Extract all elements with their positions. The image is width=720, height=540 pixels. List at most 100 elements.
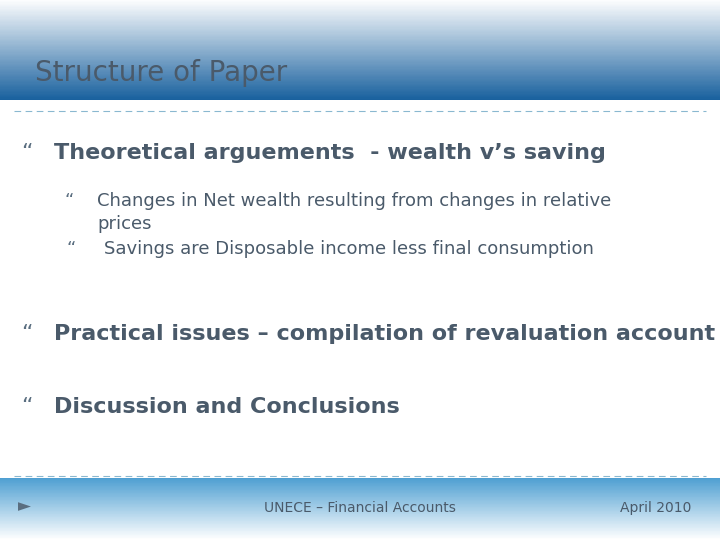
Bar xyxy=(0,523,720,524)
Bar xyxy=(0,28,720,29)
Bar xyxy=(0,11,720,12)
Text: Savings are Disposable income less final consumption: Savings are Disposable income less final… xyxy=(104,240,594,258)
Bar xyxy=(0,9,720,10)
Bar xyxy=(0,530,720,531)
Bar xyxy=(0,0,720,1)
Bar xyxy=(0,23,720,24)
Bar xyxy=(0,539,720,540)
Bar xyxy=(0,71,720,72)
Bar xyxy=(0,491,720,492)
Bar xyxy=(0,79,720,80)
Bar xyxy=(0,534,720,535)
Bar xyxy=(0,487,720,488)
Bar xyxy=(0,483,720,484)
Bar xyxy=(0,482,720,483)
Text: Discussion and Conclusions: Discussion and Conclusions xyxy=(54,397,400,417)
Bar xyxy=(0,520,720,521)
Bar xyxy=(0,84,720,85)
Bar xyxy=(0,505,720,506)
Bar xyxy=(0,17,720,19)
Bar xyxy=(0,506,720,507)
Bar xyxy=(0,61,720,63)
Text: Theoretical arguements  - wealth v’s saving: Theoretical arguements - wealth v’s savi… xyxy=(54,143,606,163)
Bar xyxy=(0,86,720,87)
Bar xyxy=(0,533,720,534)
Bar xyxy=(0,24,720,25)
Text: Practical issues – compilation of revaluation account: Practical issues – compilation of revalu… xyxy=(54,324,715,344)
Bar xyxy=(0,20,720,21)
Bar xyxy=(0,72,720,73)
Bar xyxy=(0,481,720,482)
Bar xyxy=(0,25,720,26)
Bar xyxy=(0,45,720,46)
Bar xyxy=(0,516,720,517)
Bar xyxy=(0,529,720,530)
Bar xyxy=(0,3,720,4)
Bar xyxy=(0,531,720,532)
Bar xyxy=(0,5,720,6)
Bar xyxy=(0,499,720,500)
Text: April 2010: April 2010 xyxy=(620,501,691,515)
Bar xyxy=(0,4,720,5)
Bar xyxy=(0,15,720,16)
Bar xyxy=(0,16,720,17)
Bar xyxy=(0,39,720,40)
Bar xyxy=(0,26,720,28)
Bar xyxy=(0,495,720,496)
Bar xyxy=(0,501,720,502)
Bar xyxy=(0,527,720,528)
Bar xyxy=(0,478,720,480)
Bar xyxy=(0,502,720,503)
Bar xyxy=(0,35,720,36)
Bar xyxy=(0,95,720,96)
Bar xyxy=(0,509,720,510)
Bar xyxy=(0,517,720,518)
Bar xyxy=(0,12,720,14)
Bar xyxy=(0,92,720,93)
Bar xyxy=(0,69,720,70)
Bar xyxy=(0,83,720,84)
Bar xyxy=(0,49,720,50)
Bar xyxy=(0,526,720,527)
Bar xyxy=(0,494,720,495)
Bar xyxy=(0,518,720,519)
Bar xyxy=(0,19,720,20)
Bar xyxy=(0,70,720,71)
Bar xyxy=(0,36,720,37)
Bar xyxy=(0,57,720,59)
Bar xyxy=(0,77,720,79)
Bar xyxy=(0,519,720,520)
Bar xyxy=(0,508,720,509)
Bar xyxy=(0,525,720,526)
Bar xyxy=(0,528,720,529)
Bar xyxy=(0,51,720,52)
Bar xyxy=(0,96,720,97)
Bar xyxy=(0,507,720,508)
Bar xyxy=(0,514,720,515)
Bar xyxy=(0,6,720,8)
Bar xyxy=(0,50,720,51)
Text: Changes in Net wealth resulting from changes in relative
prices: Changes in Net wealth resulting from cha… xyxy=(97,192,611,233)
Bar xyxy=(0,73,720,75)
Bar xyxy=(0,511,720,512)
Bar xyxy=(0,40,720,41)
Bar xyxy=(0,85,720,86)
Bar xyxy=(0,498,720,499)
Polygon shape xyxy=(18,502,31,511)
Bar xyxy=(0,30,720,31)
Bar xyxy=(0,46,720,48)
Bar xyxy=(0,503,720,504)
Bar xyxy=(0,484,720,485)
Bar xyxy=(0,497,720,498)
Bar xyxy=(0,504,720,505)
Bar xyxy=(0,8,720,9)
Bar xyxy=(0,532,720,533)
Bar xyxy=(0,489,720,490)
Bar xyxy=(0,515,720,516)
Bar xyxy=(0,33,720,35)
Bar xyxy=(0,90,720,91)
Bar xyxy=(0,21,720,23)
Bar xyxy=(0,510,720,511)
Bar xyxy=(0,485,720,487)
Bar xyxy=(0,490,720,491)
